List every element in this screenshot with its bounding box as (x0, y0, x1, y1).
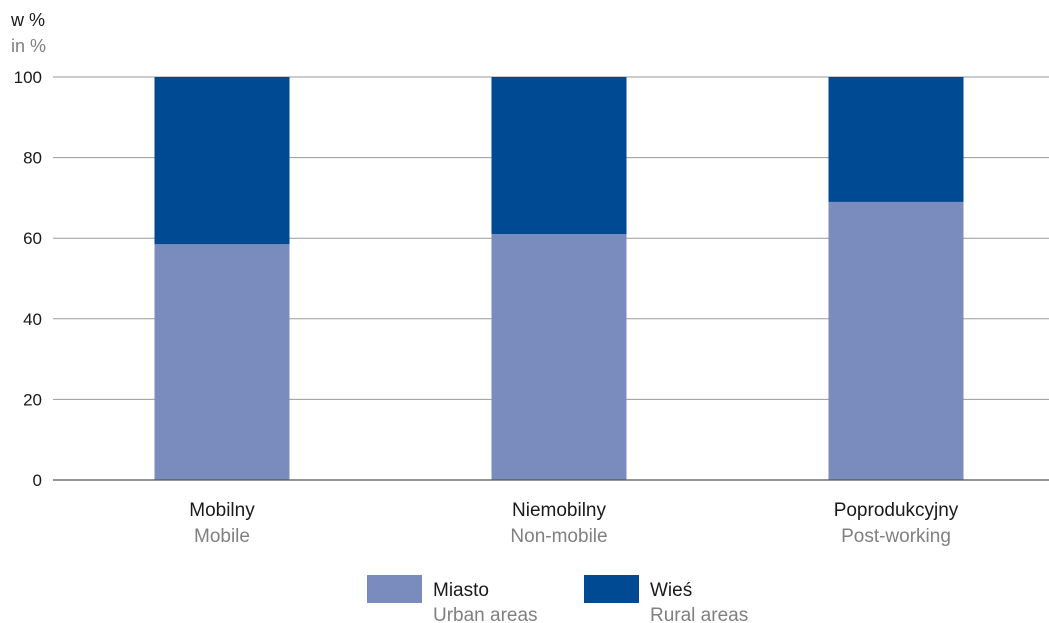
legend-swatch-miasto (367, 575, 422, 603)
category-label: Poprodukcyjny (834, 500, 959, 521)
bar-segment-miasto-1 (491, 234, 627, 480)
bar-segment-miasto-2 (828, 201, 964, 480)
bar-segment-wies-0 (154, 77, 290, 245)
bar-segment-wies-1 (491, 77, 627, 235)
bar-segment-miasto-0 (154, 244, 290, 480)
y-tick-label: 80 (23, 149, 42, 168)
category-label-en: Mobile (194, 526, 250, 547)
legend-label-en: Rural areas (650, 605, 748, 623)
legend-label: Wieś (650, 580, 692, 601)
y-tick-label: 60 (23, 229, 42, 248)
unit-label-en: in % (11, 36, 46, 56)
category-label-en: Non-mobile (510, 526, 607, 547)
legend: Miasto Urban areas Wieś Rural areas (367, 575, 748, 623)
category-label: Mobilny (189, 500, 255, 521)
axis-layer: 0 20 40 60 80 100 (14, 68, 1049, 490)
bars-layer (154, 77, 964, 480)
category-label-en: Post-working (841, 526, 951, 547)
category-label: Niemobilny (512, 500, 606, 521)
y-tick-label: 100 (14, 68, 42, 87)
legend-swatch-wies (584, 575, 639, 603)
category-labels: Mobilny Mobile Niemobilny Non-mobile Poprodu… (189, 500, 959, 547)
y-tick-label: 0 (33, 471, 42, 490)
legend-label-en: Urban areas (433, 605, 538, 623)
bar-segment-wies-2 (828, 77, 964, 202)
legend-label: Miasto (433, 580, 489, 601)
y-tick-label: 40 (23, 310, 42, 329)
unit-label: w % (10, 10, 45, 30)
y-tick-label: 20 (23, 390, 42, 409)
